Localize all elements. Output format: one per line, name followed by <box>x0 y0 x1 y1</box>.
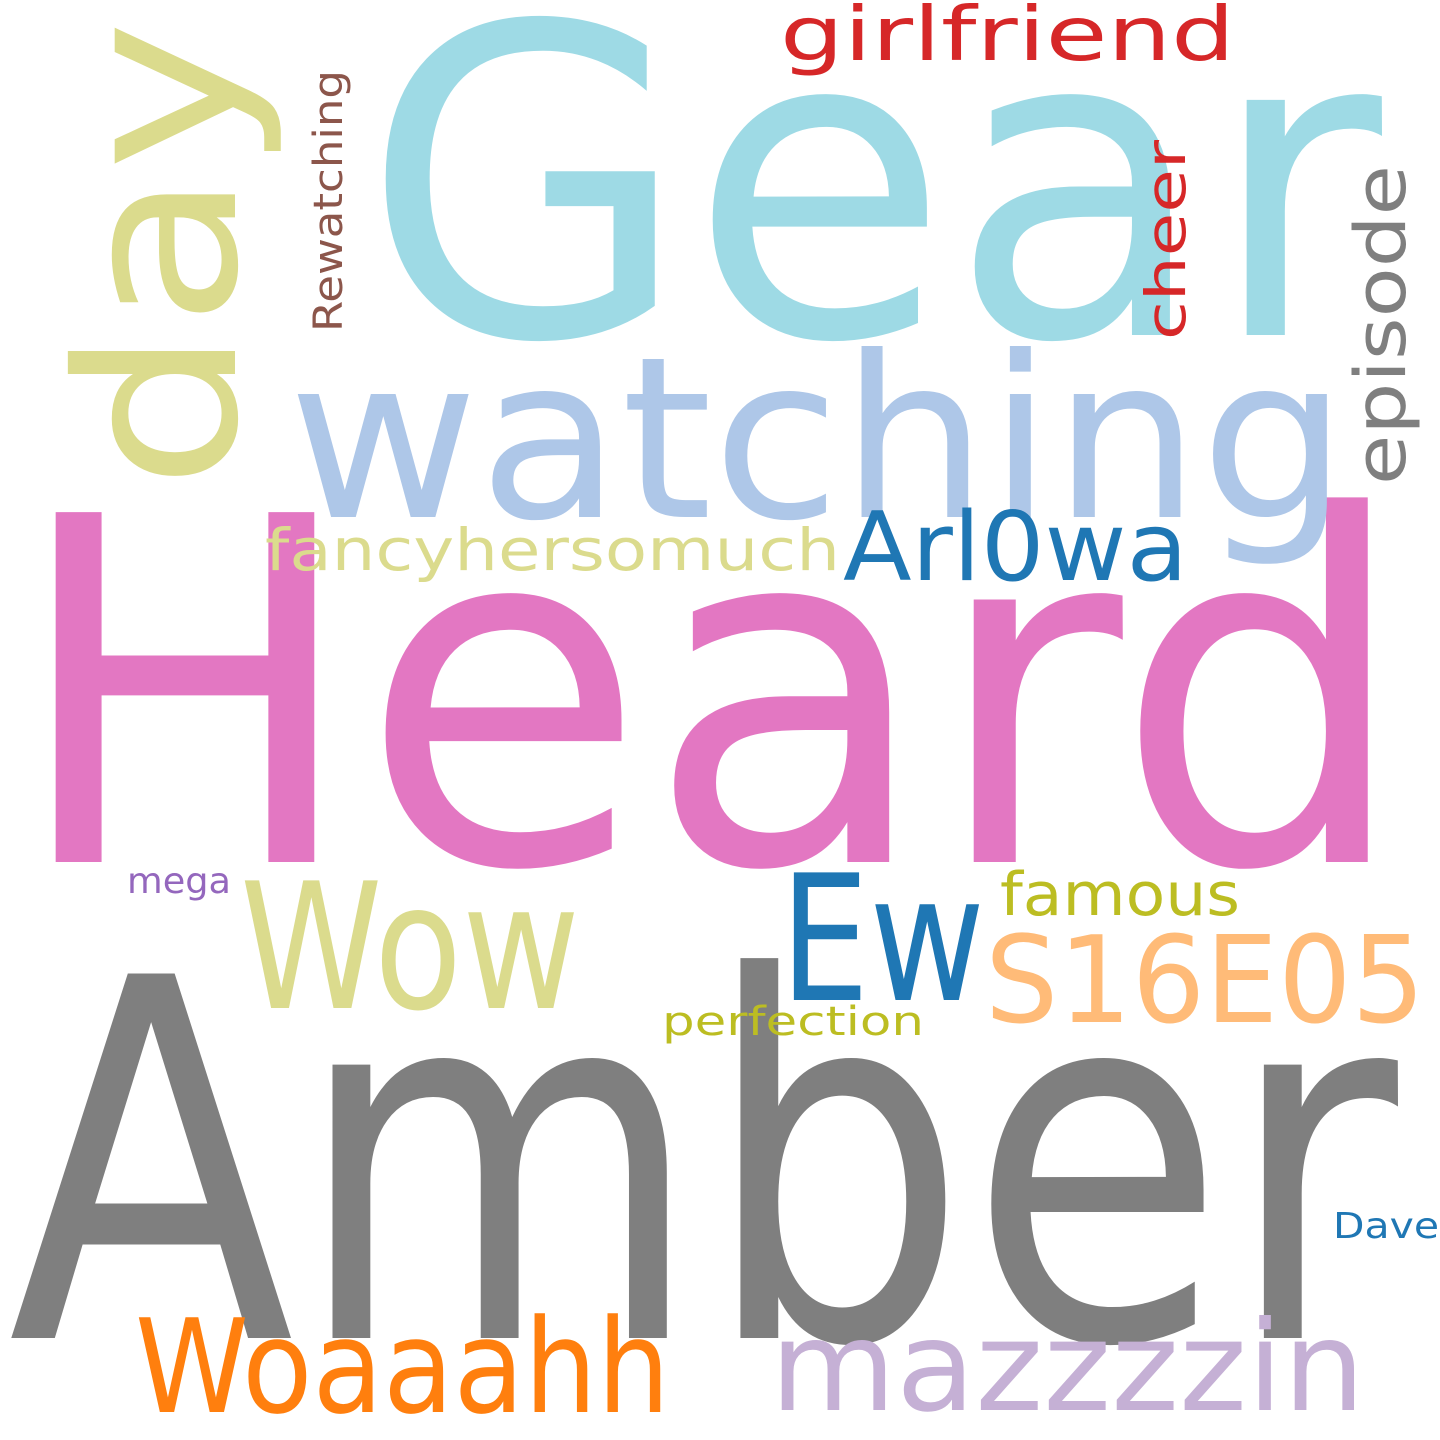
word-perfection: perfection <box>662 999 924 1045</box>
word-cheer: cheer <box>1134 140 1198 340</box>
word-arl0wa: Arl0wa <box>843 493 1188 603</box>
word-girlfriend: girlfriend <box>780 0 1235 78</box>
word-watching: watching <box>288 309 1348 571</box>
word-famous: famous <box>1000 860 1240 930</box>
word-fancyhersomuch: fancyhersomuch <box>265 516 840 584</box>
word-episode: episode <box>1340 165 1422 485</box>
word-dave: Dave <box>1333 1206 1439 1247</box>
word-amber: Amber <box>8 874 1402 1440</box>
word-mega: mega <box>127 861 231 902</box>
word-wow: Wow <box>240 847 580 1050</box>
word-heard: Heard <box>10 417 1410 976</box>
word-mazzzzin: mazzzzin <box>770 1295 1365 1440</box>
word-woaaahh: Woaaahh <box>135 1291 670 1440</box>
word-ew: Ew <box>780 839 985 1042</box>
word-day: day <box>31 20 287 490</box>
word-s16e05: S16E05 <box>985 912 1425 1051</box>
word-gear: Gear <box>362 0 1387 437</box>
word-rewatching: Rewatching <box>306 70 352 332</box>
